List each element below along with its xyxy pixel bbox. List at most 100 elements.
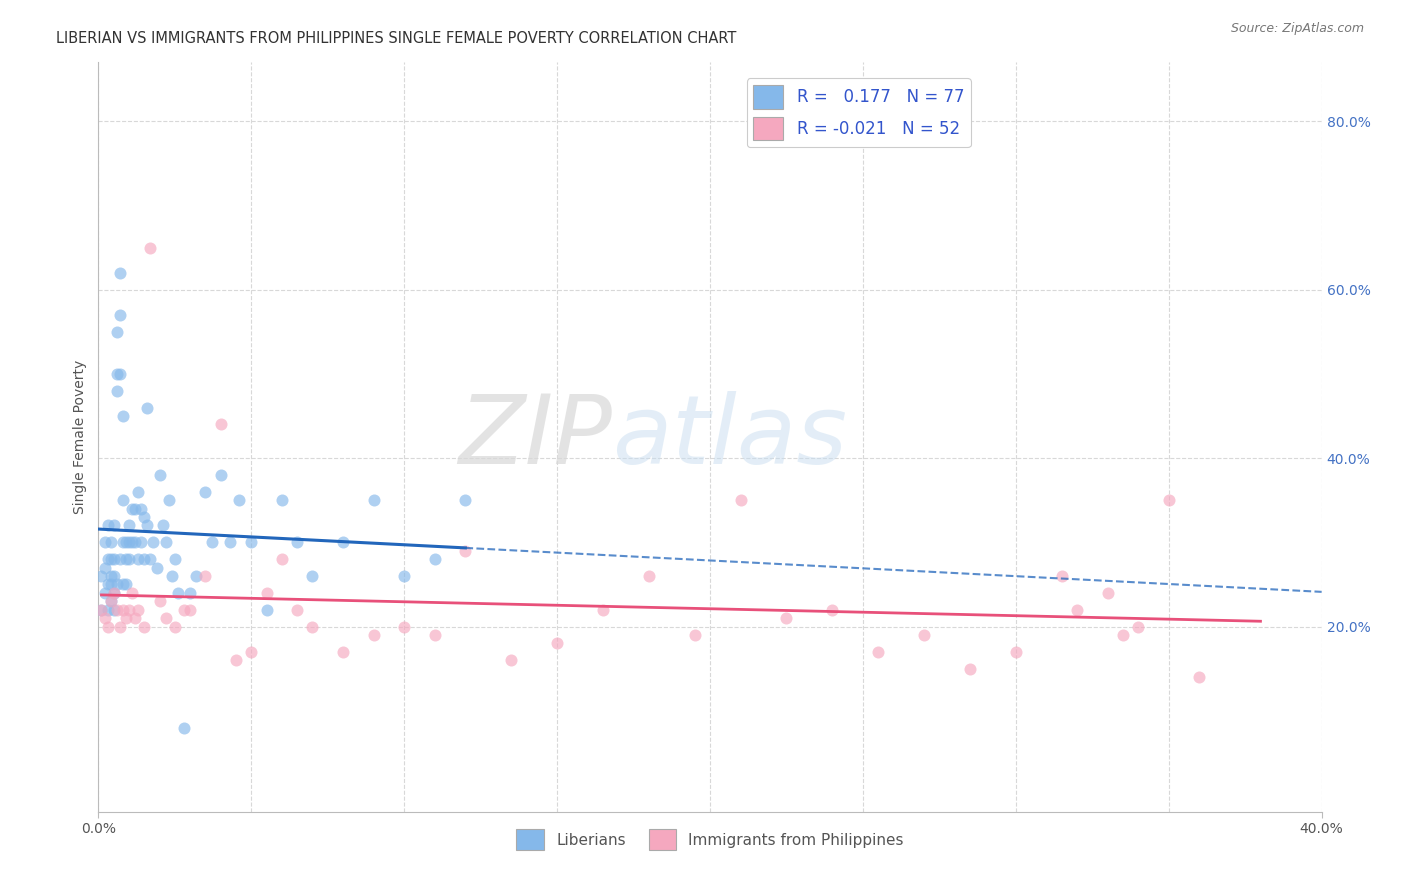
Point (103, 552, 125, 566)
Point (683, 628, 706, 642)
Point (501, 653, 523, 667)
Point (152, 518, 174, 533)
Point (111, 602, 134, 616)
Point (93, 611, 115, 625)
Text: ZIP: ZIP (458, 391, 612, 483)
Point (423, 628, 446, 642)
Point (200, 535, 222, 549)
Point (145, 560, 167, 574)
Point (240, 645, 263, 659)
Point (100, 569, 122, 583)
Point (179, 602, 201, 616)
Point (111, 493, 134, 508)
Point (103, 569, 125, 583)
Point (139, 241, 162, 255)
Point (129, 501, 152, 516)
Point (637, 569, 661, 583)
Point (179, 586, 201, 600)
Point (108, 619, 131, 633)
Point (186, 569, 208, 583)
Point (97, 577, 120, 591)
Point (105, 367, 128, 381)
Point (592, 602, 614, 616)
Point (454, 493, 477, 508)
Point (118, 552, 141, 566)
Point (93, 560, 115, 574)
Point (100, 552, 122, 566)
Point (301, 569, 323, 583)
Point (392, 619, 416, 633)
Point (134, 619, 156, 633)
Point (97, 619, 120, 633)
Point (139, 552, 162, 566)
Point (108, 552, 131, 566)
Point (1050, 569, 1073, 583)
Point (124, 611, 146, 625)
Point (194, 569, 217, 583)
Point (332, 645, 354, 659)
Text: LIBERIAN VS IMMIGRANTS FROM PHILIPPINES SINGLE FEMALE POVERTY CORRELATION CHART: LIBERIAN VS IMMIGRANTS FROM PHILIPPINES … (56, 31, 737, 46)
Text: Source: ZipAtlas.com: Source: ZipAtlas.com (1230, 22, 1364, 36)
Point (90, 602, 112, 616)
Point (142, 535, 165, 549)
Point (118, 518, 141, 533)
Point (1128, 619, 1150, 633)
Point (115, 535, 138, 549)
Y-axis label: Single Female Poverty: Single Female Poverty (73, 360, 87, 514)
Point (100, 594, 122, 608)
Point (105, 577, 128, 591)
Point (93, 586, 115, 600)
Point (1157, 493, 1180, 508)
Point (209, 467, 232, 482)
Point (209, 417, 232, 432)
Point (1066, 602, 1088, 616)
Point (173, 721, 195, 735)
Point (103, 602, 125, 616)
Point (775, 611, 797, 625)
Point (1188, 670, 1211, 684)
Point (285, 535, 308, 549)
Point (270, 493, 292, 508)
Point (1112, 628, 1135, 642)
Point (134, 510, 156, 524)
Point (105, 325, 128, 339)
Point (136, 401, 159, 415)
Point (121, 586, 143, 600)
Text: atlas: atlas (612, 391, 848, 483)
Point (115, 611, 138, 625)
Point (167, 586, 190, 600)
Point (111, 577, 134, 591)
Point (127, 484, 149, 499)
Point (173, 602, 195, 616)
Point (285, 602, 308, 616)
Point (124, 535, 146, 549)
Point (97, 552, 120, 566)
Point (256, 586, 278, 600)
Legend: Liberians, Immigrants from Philippines: Liberians, Immigrants from Philippines (510, 822, 910, 856)
Point (270, 552, 292, 566)
Point (118, 602, 141, 616)
Point (111, 409, 134, 423)
Point (392, 569, 416, 583)
Point (332, 535, 354, 549)
Point (363, 493, 385, 508)
Point (97, 602, 120, 616)
Point (121, 535, 143, 549)
Point (108, 308, 131, 322)
Point (105, 602, 128, 616)
Point (118, 535, 141, 549)
Point (194, 484, 217, 499)
Point (301, 619, 323, 633)
Point (103, 518, 125, 533)
Point (111, 535, 134, 549)
Point (155, 611, 177, 625)
Point (108, 367, 131, 381)
Point (160, 569, 183, 583)
Point (90, 569, 112, 583)
Point (219, 535, 242, 549)
Point (163, 552, 186, 566)
Point (97, 518, 120, 533)
Point (155, 535, 177, 549)
Point (868, 645, 890, 659)
Point (124, 501, 146, 516)
